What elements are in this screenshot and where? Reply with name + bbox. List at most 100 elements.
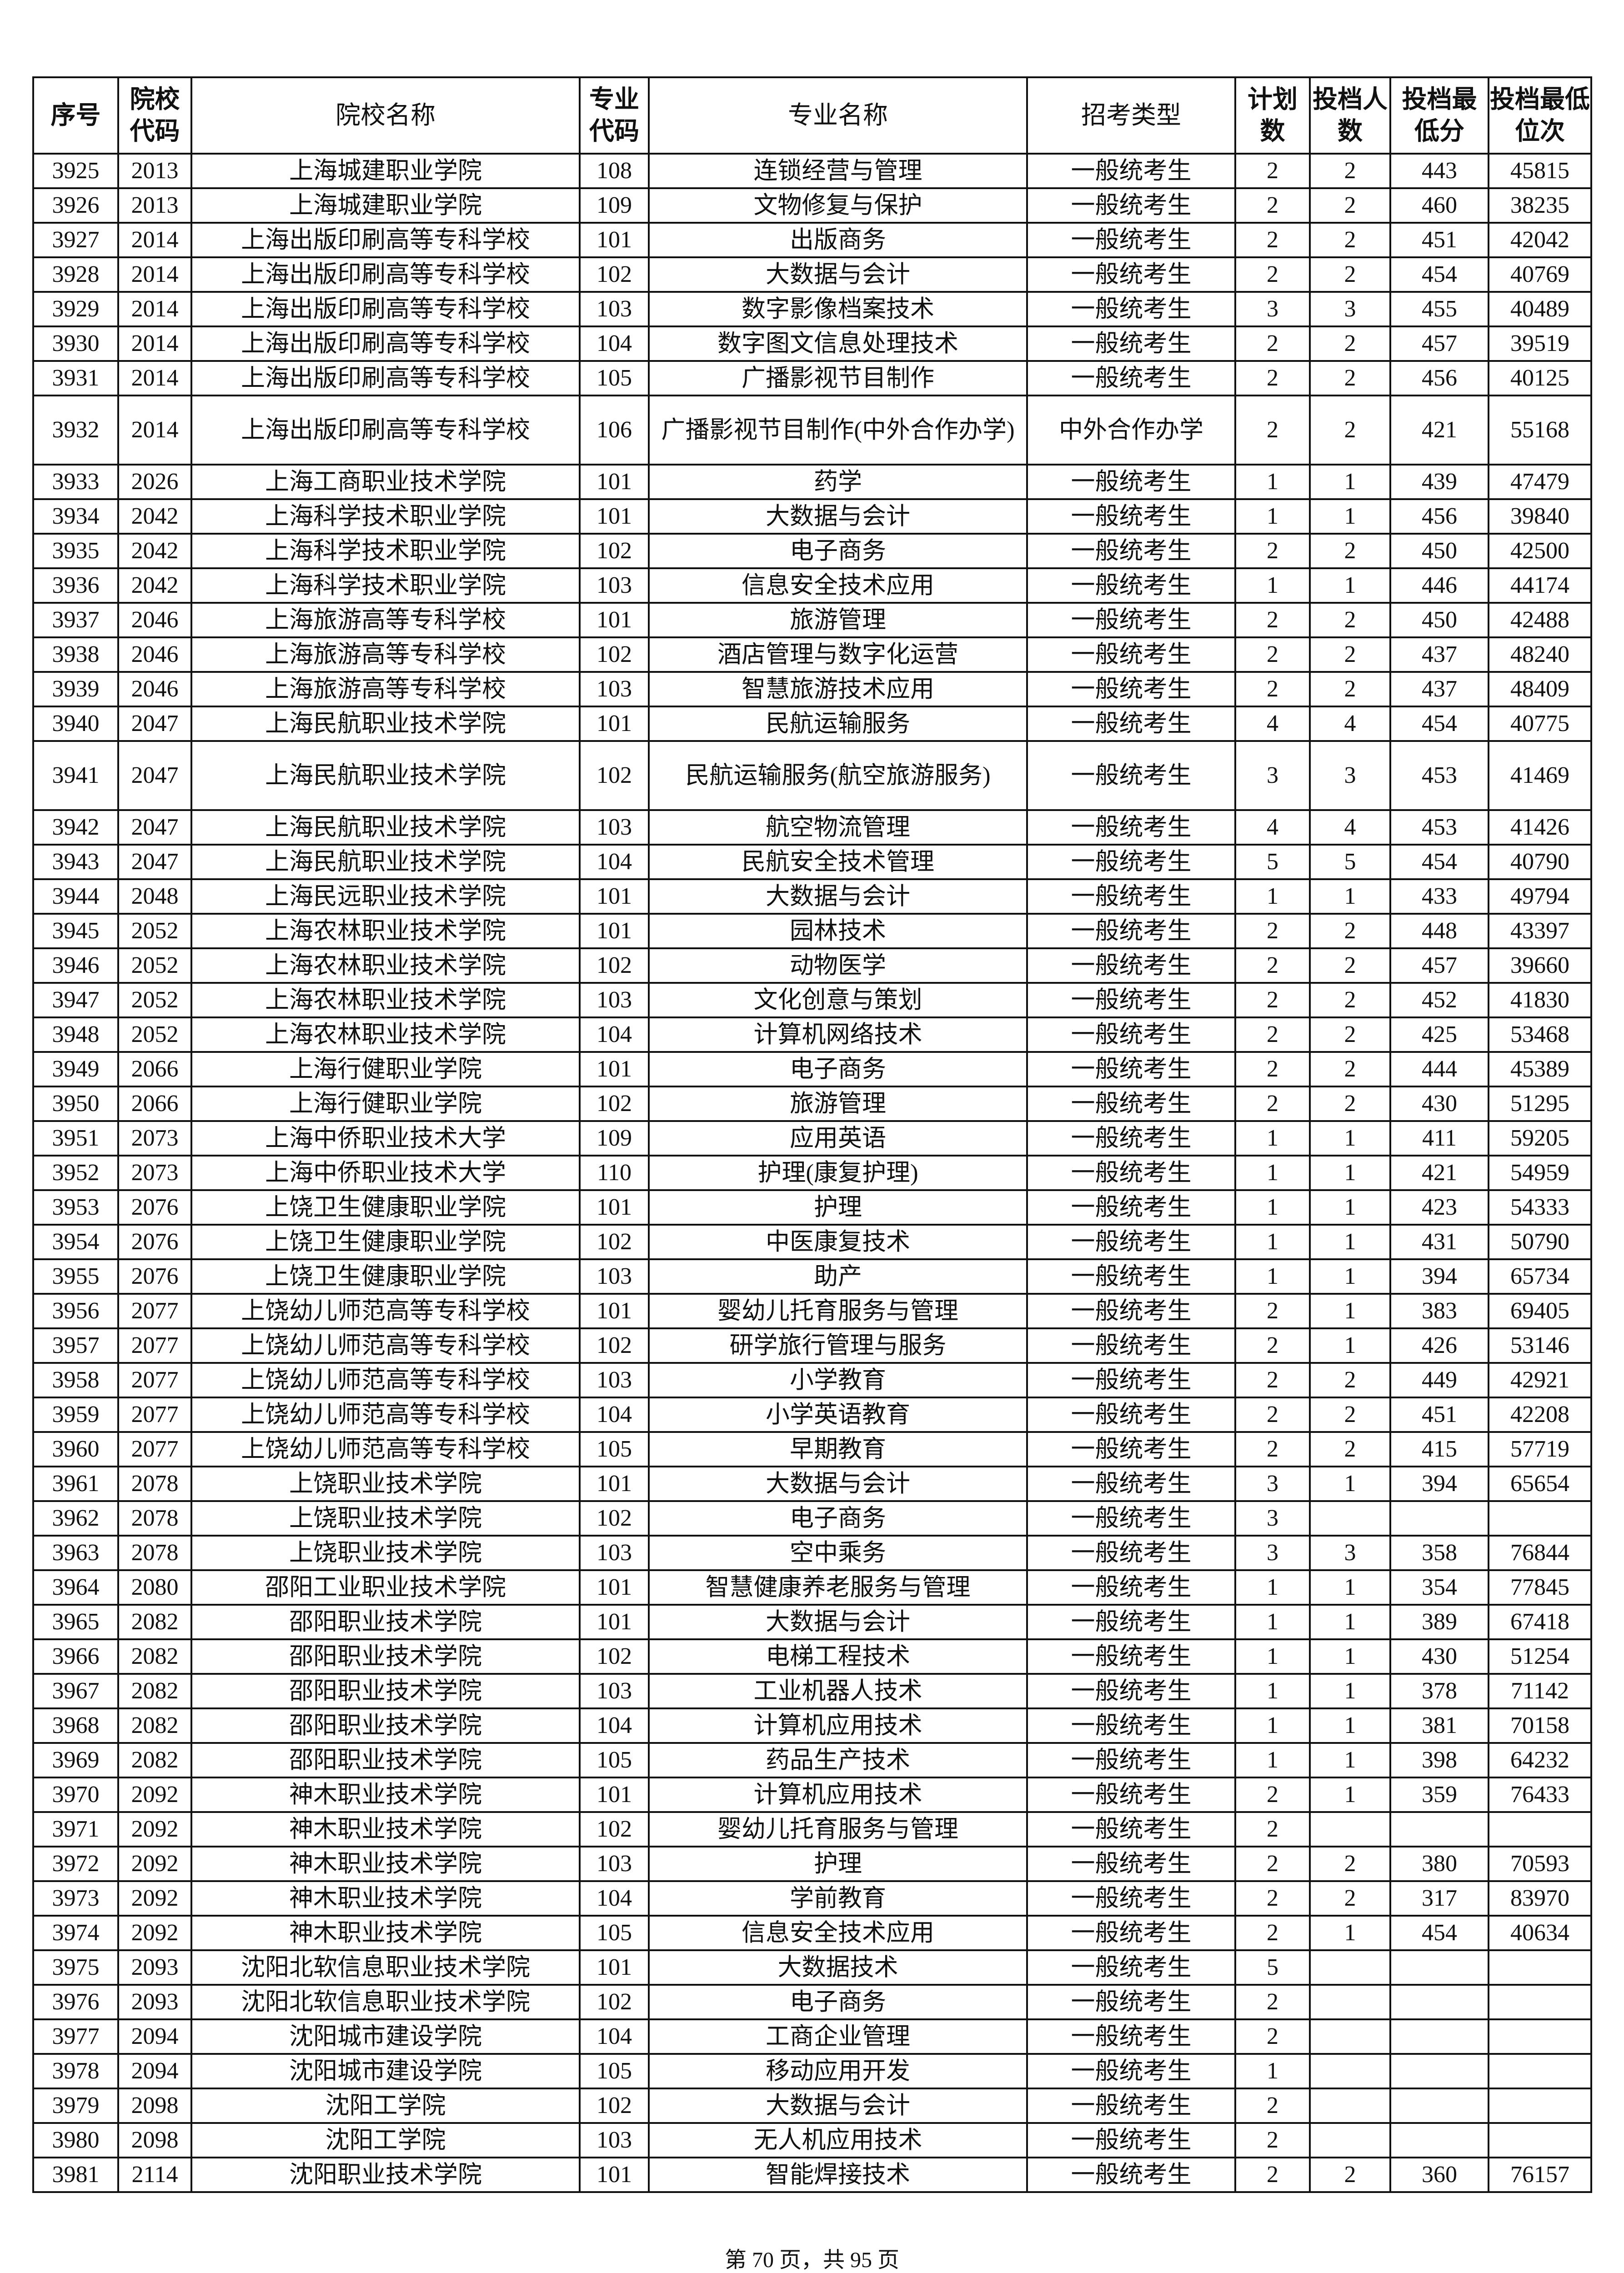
cell-school-name: 上海出版印刷高等专科学校: [190, 256, 581, 293]
cell-min-score: 443: [1389, 153, 1489, 189]
cell-major-name: 数字图文信息处理技术: [648, 325, 1028, 362]
cell-min-rank: 76844: [1488, 1535, 1592, 1571]
table-row: 3942 2047 上海民航职业技术学院 103 航空物流管理 一般统考生 4 4 453 414…: [32, 809, 1592, 846]
cell-major-code: 104: [579, 1397, 650, 1433]
cell-plan-count: 1: [1234, 498, 1311, 535]
cell-major-code: 102: [579, 740, 650, 811]
cell-min-rank: 45815: [1488, 153, 1592, 189]
cell-min-score: 317: [1389, 1880, 1489, 1917]
header-exam-type: 招考类型: [1026, 76, 1236, 155]
cell-school-name: 上海中侨职业技术大学: [190, 1120, 581, 1157]
cell-min-rank: 54959: [1488, 1155, 1592, 1191]
cell-school-code: 2052: [117, 982, 192, 1018]
cell-seq: 3978: [32, 2053, 119, 2089]
cell-major-code: 103: [579, 1362, 650, 1398]
cell-exam-type: 一般统考生: [1026, 844, 1236, 880]
cell-plan-count: 2: [1234, 1051, 1311, 1087]
cell-school-name: 上海出版印刷高等专科学校: [190, 222, 581, 258]
cell-plan-count: 1: [1234, 1189, 1311, 1226]
cell-major-code: 101: [579, 1777, 650, 1813]
cell-admitted-count: 1: [1309, 1293, 1391, 1329]
cell-exam-type: 一般统考生: [1026, 1155, 1236, 1191]
cell-school-code: 2014: [117, 222, 192, 258]
cell-major-name: 民航运输服务(航空旅游服务): [648, 740, 1028, 811]
cell-plan-count: 2: [1234, 187, 1311, 224]
cell-plan-count: 2: [1234, 1777, 1311, 1813]
cell-plan-count: 3: [1234, 291, 1311, 327]
cell-major-code: 103: [579, 291, 650, 327]
table-row: 3940 2047 上海民航职业技术学院 101 民航运输服务 一般统考生 4 4 454 407…: [32, 706, 1592, 742]
cell-seq: 3951: [32, 1120, 119, 1157]
table-row: 3949 2066 上海行健职业学院 101 电子商务 一般统考生 2 2 444 45389: [32, 1051, 1592, 1087]
cell-admitted-count: 2: [1309, 222, 1391, 258]
cell-seq: 3946: [32, 947, 119, 984]
table-row: 3931 2014 上海出版印刷高等专科学校 105 广播影视节目制作 一般统考生 2 2 45…: [32, 360, 1592, 396]
cell-major-name: 大数据与会计: [648, 878, 1028, 915]
header-plan-count: 计划数: [1234, 76, 1311, 155]
cell-admitted-count: 3: [1309, 740, 1391, 811]
cell-school-code: 2077: [117, 1362, 192, 1398]
cell-seq: 3949: [32, 1051, 119, 1087]
cell-min-score: 381: [1389, 1707, 1489, 1744]
table-row: 3954 2076 上饶卫生健康职业学院 102 中医康复技术 一般统考生 1 1 431 507…: [32, 1224, 1592, 1260]
cell-admitted-count: 2: [1309, 671, 1391, 707]
cell-seq: 3968: [32, 1707, 119, 1744]
header-school-code: 院校代码: [117, 76, 192, 155]
cell-min-rank: [1488, 1984, 1592, 2020]
cell-plan-count: 2: [1234, 671, 1311, 707]
cell-major-name: 文化创意与策划: [648, 982, 1028, 1018]
cell-major-code: 104: [579, 1707, 650, 1744]
cell-min-score: 456: [1389, 498, 1489, 535]
cell-seq: 3952: [32, 1155, 119, 1191]
cell-admitted-count: 2: [1309, 913, 1391, 949]
header-admitted-count: 投档人数: [1309, 76, 1391, 155]
cell-exam-type: 一般统考生: [1026, 1673, 1236, 1709]
cell-admitted-count: 1: [1309, 1258, 1391, 1295]
cell-school-code: 2013: [117, 153, 192, 189]
cell-major-name: 婴幼儿托育服务与管理: [648, 1293, 1028, 1329]
cell-min-score: [1389, 1949, 1489, 1986]
cell-min-score: 454: [1389, 256, 1489, 293]
cell-admitted-count: 2: [1309, 395, 1391, 466]
cell-seq: 3967: [32, 1673, 119, 1709]
cell-school-code: 2014: [117, 291, 192, 327]
cell-min-score: 430: [1389, 1086, 1489, 1122]
table-row: 3956 2077 上饶幼儿师范高等专科学校 101 婴幼儿托育服务与管理 一般统考生 2 1…: [32, 1293, 1592, 1329]
cell-major-name: 电子商务: [648, 1051, 1028, 1087]
cell-min-rank: [1488, 1811, 1592, 1847]
table-row: 3932 2014 上海出版印刷高等专科学校 106 广播影视节目制作(中外合作办学) 中…: [32, 395, 1592, 466]
cell-school-name: 神木职业技术学院: [190, 1880, 581, 1917]
cell-min-score: [1389, 1811, 1489, 1847]
table-row: 3930 2014 上海出版印刷高等专科学校 104 数字图文信息处理技术 一般统考生 2 2…: [32, 325, 1592, 362]
cell-seq: 3950: [32, 1086, 119, 1122]
cell-seq: 3977: [32, 2018, 119, 2055]
table-row: 3975 2093 沈阳北软信息职业技术学院 101 大数据技术 一般统考生 5: [32, 1949, 1592, 1986]
cell-min-rank: 69405: [1488, 1293, 1592, 1329]
cell-major-code: 103: [579, 567, 650, 604]
cell-min-rank: 48240: [1488, 636, 1592, 673]
cell-plan-count: 5: [1234, 844, 1311, 880]
cell-min-score: 451: [1389, 1397, 1489, 1433]
cell-school-name: 上海民航职业技术学院: [190, 809, 581, 846]
cell-exam-type: 一般统考生: [1026, 947, 1236, 984]
cell-plan-count: 1: [1234, 1258, 1311, 1295]
cell-major-code: 103: [579, 671, 650, 707]
cell-min-rank: 42208: [1488, 1397, 1592, 1433]
cell-school-code: 2094: [117, 2053, 192, 2089]
cell-school-code: 2077: [117, 1327, 192, 1364]
cell-exam-type: 一般统考生: [1026, 1535, 1236, 1571]
cell-major-name: 酒店管理与数字化运营: [648, 636, 1028, 673]
cell-min-rank: 42042: [1488, 222, 1592, 258]
cell-seq: 3931: [32, 360, 119, 396]
cell-school-code: 2080: [117, 1569, 192, 1606]
cell-exam-type: 一般统考生: [1026, 671, 1236, 707]
cell-seq: 3948: [32, 1016, 119, 1053]
cell-min-score: [1389, 2088, 1489, 2124]
cell-plan-count: 2: [1234, 256, 1311, 293]
cell-admitted-count: 2: [1309, 1880, 1391, 1917]
cell-exam-type: 一般统考生: [1026, 1707, 1236, 1744]
cell-major-code: 104: [579, 1016, 650, 1053]
cell-exam-type: 一般统考生: [1026, 567, 1236, 604]
cell-plan-count: 2: [1234, 2157, 1311, 2193]
cell-min-score: [1389, 2018, 1489, 2055]
